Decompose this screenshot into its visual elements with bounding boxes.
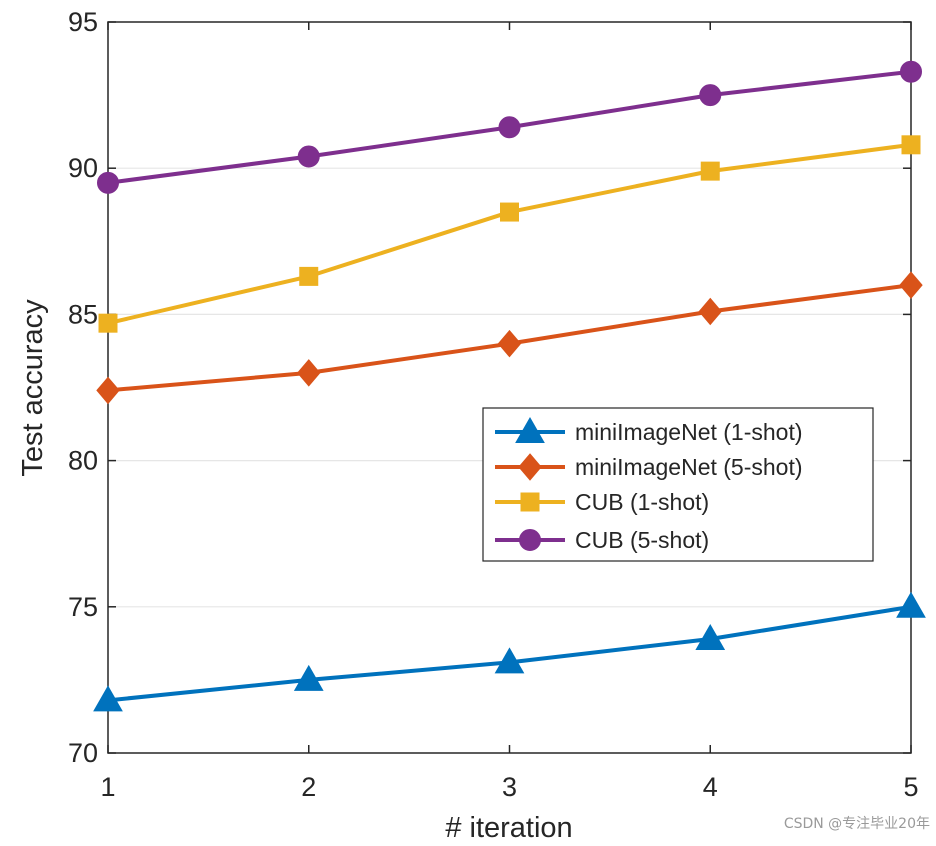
- y-tick-label: 80: [68, 446, 98, 476]
- x-tick-label: 5: [903, 772, 918, 802]
- y-tick-label: 90: [68, 153, 98, 183]
- legend-entry-3: CUB (5-shot): [495, 527, 709, 553]
- data-point: [500, 202, 519, 222]
- series-layer: [93, 60, 926, 712]
- x-axis-title: # iteration: [445, 812, 572, 841]
- data-point: [98, 313, 118, 333]
- data-point: [498, 116, 521, 139]
- y-tick-label: 85: [68, 299, 98, 329]
- y-tick-label: 95: [68, 7, 98, 37]
- data-point: [93, 685, 123, 712]
- legend-marker: [515, 416, 545, 443]
- series-3: [97, 60, 922, 194]
- y-tick-label: 75: [68, 592, 98, 622]
- series-line: [107, 142, 912, 326]
- data-point: [497, 329, 522, 358]
- legend-marker: [518, 453, 542, 481]
- series-1: [96, 271, 923, 405]
- x-tick-label: 1: [100, 772, 115, 802]
- y-tick-label: 70: [68, 738, 98, 768]
- legend-entry-0: miniImageNet (1-shot): [495, 416, 803, 445]
- x-tick-label: 2: [301, 772, 316, 802]
- legend-marker: [519, 529, 541, 551]
- data-point: [699, 84, 722, 107]
- series-0: [93, 591, 926, 712]
- tick-layer: 70 75 80 85 90 95 1 2 3 4 5: [68, 7, 919, 802]
- data-point: [494, 647, 525, 674]
- data-point: [700, 161, 720, 181]
- data-point: [695, 623, 726, 650]
- legend-label: CUB (1-shot): [575, 489, 709, 515]
- legend-marker: [520, 492, 540, 512]
- watermark-text: CSDN @专注毕业20年: [783, 816, 930, 832]
- legend-label: miniImageNet (1-shot): [575, 419, 803, 445]
- y-axis-title: Test accuracy: [17, 299, 49, 477]
- data-point: [96, 376, 120, 405]
- legend: miniImageNet (1-shot) miniImageNet (5-sho…: [482, 407, 874, 562]
- legend-entry-2: CUB (1-shot): [495, 489, 709, 515]
- data-point: [297, 145, 320, 168]
- data-point: [901, 135, 921, 155]
- data-point: [297, 359, 321, 387]
- data-point: [896, 591, 926, 618]
- data-point: [97, 171, 119, 194]
- series-2: [98, 135, 921, 333]
- legend-entry-1: miniImageNet (5-shot): [495, 453, 803, 481]
- legend-label: miniImageNet (5-shot): [575, 454, 803, 480]
- x-tick-label: 4: [703, 772, 718, 802]
- legend-label: CUB (5-shot): [575, 527, 709, 553]
- data-point: [698, 297, 722, 326]
- data-point: [899, 271, 923, 299]
- data-point: [900, 60, 922, 83]
- x-tick-label: 3: [502, 772, 517, 802]
- data-point: [299, 266, 319, 286]
- data-point: [293, 664, 324, 691]
